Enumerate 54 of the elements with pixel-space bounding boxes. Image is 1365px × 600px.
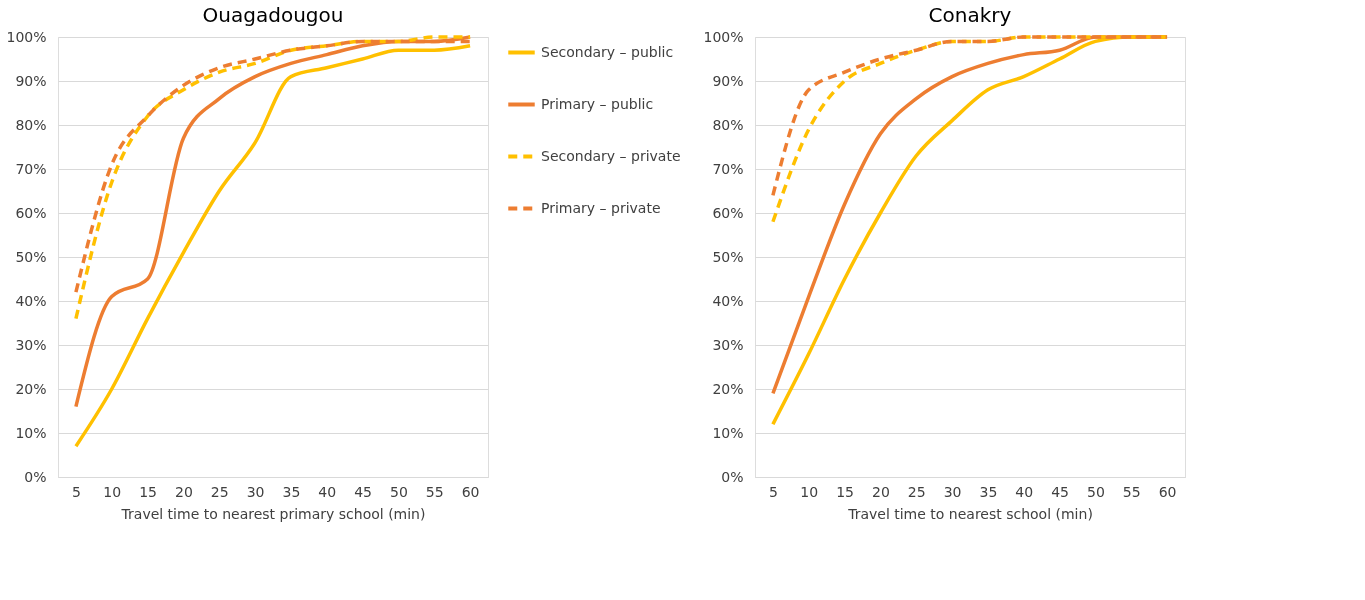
chart-title: Ouagadougou: [202, 3, 344, 27]
y-tick-label: 0%: [24, 468, 47, 485]
x-tick-label: 40: [318, 483, 337, 500]
x-tick-label: 40: [1015, 483, 1034, 500]
x-tick-label: 15: [836, 483, 854, 500]
x-tick-label: 5: [768, 483, 778, 500]
x-tick-label: 20: [175, 483, 193, 500]
y-tick-label: 50%: [15, 248, 47, 265]
y-tick-label: 40%: [15, 292, 47, 309]
y-tick-label: 70%: [712, 160, 744, 177]
x-tick-label: 50: [390, 483, 408, 500]
y-tick-label: 10%: [712, 424, 744, 441]
y-tick-label: 20%: [15, 380, 47, 397]
y-tick-label: 90%: [712, 72, 744, 89]
y-tick-label: 80%: [15, 116, 47, 133]
y-tick-label: 10%: [15, 424, 47, 441]
y-tick-label: 30%: [712, 336, 744, 353]
y-tick-label: 60%: [712, 204, 744, 221]
x-axis-title: Travel time to nearest primary school (min): [120, 505, 426, 522]
x-tick-label: 60: [1158, 483, 1177, 500]
x-tick-label: 10: [800, 483, 819, 500]
x-tick-label: 15: [139, 483, 157, 500]
y-tick-label: 100%: [6, 28, 47, 45]
x-tick-label: 55: [425, 483, 444, 500]
x-axis-title: Travel time to nearest school (min): [847, 505, 1093, 522]
x-tick-label: 10: [103, 483, 122, 500]
chart-title: Conakry: [928, 3, 1012, 27]
x-tick-label: 45: [1051, 483, 1069, 500]
y-tick-label: 0%: [721, 468, 744, 485]
y-tick-label: 50%: [712, 248, 744, 265]
x-tick-label: 60: [461, 483, 480, 500]
x-tick-label: 30: [943, 483, 962, 500]
y-tick-label: 60%: [15, 204, 47, 221]
legend-label: Secondary – private: [541, 147, 681, 164]
x-tick-label: 5: [71, 483, 81, 500]
y-tick-label: 20%: [712, 380, 744, 397]
legend-label: Secondary – public: [541, 43, 674, 60]
x-tick-label: 55: [1122, 483, 1141, 500]
x-tick-label: 25: [210, 483, 229, 500]
y-tick-label: 80%: [712, 116, 744, 133]
legend-label: Primary – public: [541, 95, 654, 112]
y-tick-label: 100%: [703, 28, 744, 45]
x-tick-label: 30: [246, 483, 265, 500]
y-tick-label: 40%: [712, 292, 744, 309]
x-tick-label: 35: [979, 483, 998, 500]
y-tick-label: 70%: [15, 160, 47, 177]
x-tick-label: 25: [907, 483, 926, 500]
y-tick-label: 90%: [15, 72, 47, 89]
x-tick-label: 35: [282, 483, 301, 500]
x-tick-label: 20: [872, 483, 890, 500]
x-tick-label: 50: [1087, 483, 1105, 500]
legend-label: Primary – private: [541, 199, 661, 216]
x-tick-label: 45: [354, 483, 372, 500]
y-tick-label: 30%: [15, 336, 47, 353]
